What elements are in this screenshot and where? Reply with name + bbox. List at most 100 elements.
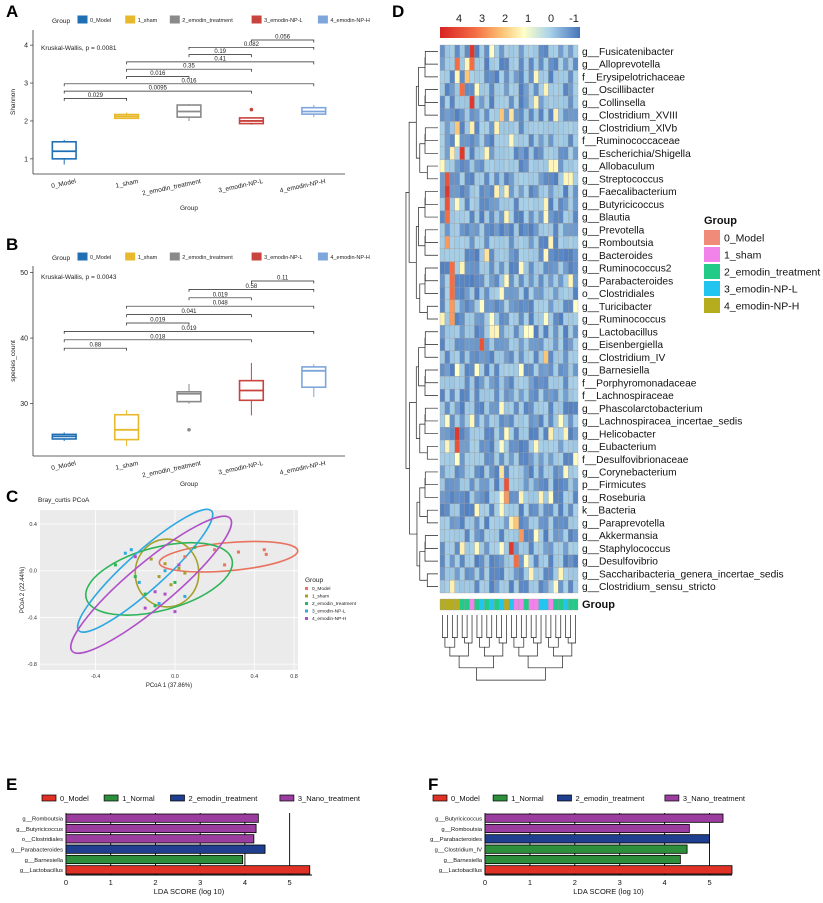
- heat-cell-1-19: [533, 57, 539, 71]
- comparison-p-7: 0.0095: [149, 86, 168, 92]
- heat-cell-2-21: [543, 70, 549, 84]
- heat-cell-3-16: [518, 83, 524, 97]
- heat-cell-40-19: [533, 554, 539, 568]
- row-label-6: g__Clostridium_XlVb: [582, 123, 677, 134]
- heat-cell-33-18: [528, 465, 534, 479]
- heat-cell-3-6: [469, 83, 475, 97]
- heat-cell-23-12: [498, 337, 505, 352]
- heat-cell-9-26: [567, 159, 574, 173]
- heat-cell-22-8: [479, 325, 485, 339]
- col-dendro-branch: [444, 637, 456, 648]
- legend-swatch-1: [125, 252, 136, 261]
- heat-cell-6-7: [474, 121, 480, 135]
- heat-cell-13-10: [489, 210, 495, 224]
- x-tick-label-3: 3: [618, 878, 622, 887]
- point-3-2: [163, 569, 167, 573]
- legend-label-0: 0_Model: [90, 18, 111, 24]
- heat-cell-3-21: [543, 83, 549, 97]
- heat-cell-41-8: [479, 567, 485, 581]
- row-label-10: g__Streptococcus: [582, 174, 664, 185]
- row-label-0: g__Fusicatenibacter: [582, 47, 674, 58]
- y-tick-label-3: -0.8: [28, 662, 37, 668]
- legend-swatch-3: [664, 794, 680, 802]
- heat-cell-14-20: [538, 223, 544, 237]
- heat-cell-13-0: [439, 210, 446, 224]
- heat-cell-14-19: [533, 223, 539, 237]
- heat-cell-19-24: [558, 286, 564, 301]
- heat-cell-20-5: [464, 299, 470, 313]
- heat-cell-26-15: [513, 376, 520, 390]
- heat-cell-28-2: [449, 401, 455, 415]
- heat-cell-23-17: [523, 337, 529, 352]
- heat-cell-19-17: [523, 286, 529, 301]
- heat-cell-21-9: [484, 312, 490, 326]
- y-axis-label: Shannon: [10, 89, 17, 115]
- box-plot-species-count: Group 0_Model 1_sham 2_emodin_treatment 3_em…: [10, 252, 370, 488]
- heat-cell-16-4: [459, 248, 465, 262]
- heat-cell-1-23: [553, 57, 559, 71]
- heat-cell-15-3: [454, 236, 460, 250]
- heat-cell-6-2: [449, 121, 455, 135]
- legend-swatch-3: [251, 15, 262, 24]
- heat-cell-36-1: [444, 503, 451, 517]
- heat-cell-15-16: [518, 236, 524, 250]
- heat-cell-38-25: [563, 529, 569, 543]
- heat-cell-35-2: [449, 490, 455, 504]
- heat-cell-34-1: [444, 478, 451, 492]
- heat-cell-4-22: [548, 95, 554, 109]
- heat-cell-35-18: [528, 490, 534, 504]
- heat-cell-31-25: [563, 439, 569, 453]
- heat-cell-2-0: [439, 70, 446, 84]
- heat-cell-19-4: [459, 286, 465, 301]
- heat-cell-37-8: [479, 516, 485, 530]
- heat-cell-12-7: [474, 197, 480, 211]
- heat-cell-37-27: [572, 516, 579, 530]
- heat-cell-36-0: [439, 503, 446, 517]
- heat-cell-10-5: [464, 172, 470, 186]
- heat-cell-38-1: [444, 529, 451, 543]
- heat-cell-21-14: [508, 312, 515, 326]
- heat-cell-21-0: [439, 312, 446, 326]
- heat-cell-1-2: [449, 57, 455, 71]
- heat-cell-36-25: [563, 503, 569, 517]
- comparison-bracket-8: [63, 347, 127, 351]
- row-label-19: o__Clostridiales: [582, 289, 654, 300]
- y-tick-label-1: 2: [24, 118, 28, 125]
- heat-cell-16-7: [474, 248, 480, 262]
- heat-cell-30-10: [489, 427, 495, 441]
- heat-cell-12-22: [548, 197, 554, 211]
- heat-cell-10-24: [558, 172, 564, 186]
- point-0-0: [183, 555, 187, 559]
- heat-cell-17-12: [498, 261, 505, 275]
- plot-area: [33, 266, 345, 456]
- heat-cell-14-25: [563, 223, 569, 237]
- heat-cell-34-10: [489, 478, 495, 492]
- group-bar-cell-5: [464, 598, 470, 611]
- heat-cell-29-11: [494, 414, 500, 428]
- heat-cell-9-22: [548, 159, 554, 173]
- heat-cell-29-14: [508, 414, 515, 428]
- category-label-2: g__Parabacteroides: [430, 837, 482, 843]
- heat-cell-9-15: [513, 159, 520, 173]
- heat-cell-17-7: [474, 261, 480, 275]
- heat-cell-25-15: [513, 363, 520, 377]
- row-label-37: g__Paraprevotella: [582, 518, 665, 529]
- x-tick-label-0: -0.4: [91, 674, 100, 680]
- heat-cell-12-8: [479, 197, 485, 211]
- heat-cell-17-0: [439, 261, 446, 275]
- heat-cell-21-2: [449, 312, 455, 326]
- heat-cell-39-14: [508, 541, 515, 555]
- heat-cell-6-12: [498, 121, 505, 135]
- heat-cell-4-25: [563, 95, 569, 109]
- col-dendro-branch: [567, 615, 576, 644]
- dendro-branch: [419, 143, 428, 173]
- comparison-p-4: 0.041: [181, 309, 197, 315]
- heat-cell-34-15: [513, 478, 520, 492]
- heat-cell-12-0: [439, 197, 446, 211]
- heat-cell-5-10: [489, 108, 495, 122]
- heat-cell-9-24: [558, 159, 564, 173]
- heat-cell-8-21: [543, 146, 549, 160]
- heat-cell-11-1: [444, 185, 451, 199]
- legend-label-1: 1_sham: [138, 18, 158, 24]
- heat-cell-6-3: [454, 121, 460, 135]
